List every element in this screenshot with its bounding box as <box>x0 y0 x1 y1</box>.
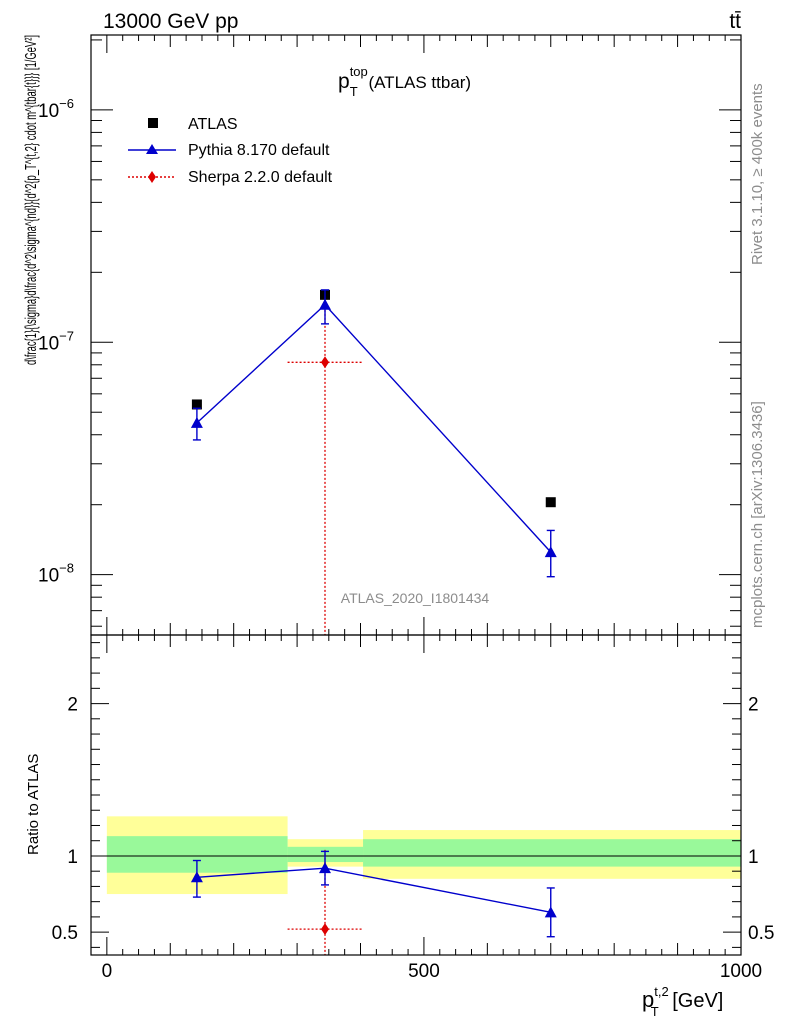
legend-pythia-marker <box>146 144 158 154</box>
atlas-point <box>191 399 202 410</box>
x-axis-subscript: T <box>651 1004 659 1019</box>
process-label: tt̄ <box>729 10 741 33</box>
x-axis-superscript: t,2 <box>654 984 668 999</box>
ratio-pythia-point <box>319 862 331 874</box>
source-label: mcplots.cern.ch [arXiv:1306.3436] <box>749 401 766 628</box>
ratio-band-green <box>363 839 741 867</box>
ratio-y-tick-label-right: 1 <box>748 847 759 868</box>
ratio-y-tick-label-right: 0.5 <box>748 923 774 944</box>
x-axis-label: pt,2 T [GeV] <box>642 984 723 1019</box>
ratio-y-tick-label-left: 0.5 <box>52 923 78 944</box>
main-title-symbol: p <box>338 70 350 93</box>
main-title-superscript: top <box>350 64 368 79</box>
legend-pythia-label: Pythia 8.170 default <box>188 142 330 159</box>
main-y-tick-exponent: −7 <box>59 328 74 343</box>
x-axis-suffix: [GeV] <box>667 990 724 1012</box>
main-plot: ptop T (ATLAS ttbar) ATLAS_2020_I1801434 … <box>23 34 742 636</box>
pythia-point <box>190 416 203 428</box>
analysis-label: ATLAS_2020_I1801434 <box>341 590 490 606</box>
main-y-tick-exponent: −8 <box>59 561 74 576</box>
legend-atlas-label: ATLAS <box>188 116 238 133</box>
legend-sherpa-marker <box>148 171 156 183</box>
main-y-tick-label: 10−7 <box>38 328 74 354</box>
legend-atlas-marker <box>148 118 158 128</box>
ratio-plot: 2 2 1 1 0.5 0.5 0 500 1000 Ratio to ATLAS pt,2 T … <box>25 634 774 1019</box>
legend-sherpa-label: Sherpa 2.2.0 default <box>188 169 333 186</box>
main-title-subscript: T <box>350 84 358 99</box>
ratio-y-tick-label-right: 2 <box>748 695 759 716</box>
beam-label: 13000 GeV pp <box>103 10 238 33</box>
x-tick-label: 1000 <box>720 961 762 982</box>
ratio-y-axis-label: Ratio to ATLAS <box>25 754 42 855</box>
main-y-tick-base: 10 <box>38 566 59 587</box>
atlas-point <box>545 497 556 508</box>
ratio-pythia-point <box>544 906 557 918</box>
main-y-tick-exponent: −6 <box>59 96 74 111</box>
sherpa-point <box>321 356 329 369</box>
main-title: ptop T (ATLAS ttbar) <box>338 64 471 99</box>
main-y-axis-label: d\frac{1}{\sigma}d\frac{d^2\sigma^{nd}}{… <box>23 35 40 365</box>
ratio-frame <box>90 634 742 956</box>
rivet-label: Rivet 3.1.10, ≥ 400k events <box>749 83 766 265</box>
main-y-tick-label: 10−8 <box>38 561 74 587</box>
x-tick-label: 0 <box>102 961 113 982</box>
ratio-sherpa-point <box>321 923 329 936</box>
x-axis-symbol: p <box>642 987 654 1012</box>
ratio-y-tick-label-left: 2 <box>67 695 78 716</box>
pythia-line <box>196 303 552 553</box>
main-y-tick-base: 10 <box>38 101 59 122</box>
pythia-point <box>544 546 557 558</box>
pythia-point <box>319 298 331 310</box>
main-y-tick-base: 10 <box>38 333 59 354</box>
x-tick-label: 500 <box>408 961 440 982</box>
ratio-pythia-point <box>190 871 203 883</box>
ratio-y-tick-label-left: 1 <box>67 847 78 868</box>
main-title-suffix: (ATLAS ttbar) <box>364 73 471 92</box>
main-y-tick-label: 10−6 <box>38 96 74 122</box>
legend: ATLAS Pythia 8.170 default Sherpa 2.2.0 … <box>128 116 333 186</box>
